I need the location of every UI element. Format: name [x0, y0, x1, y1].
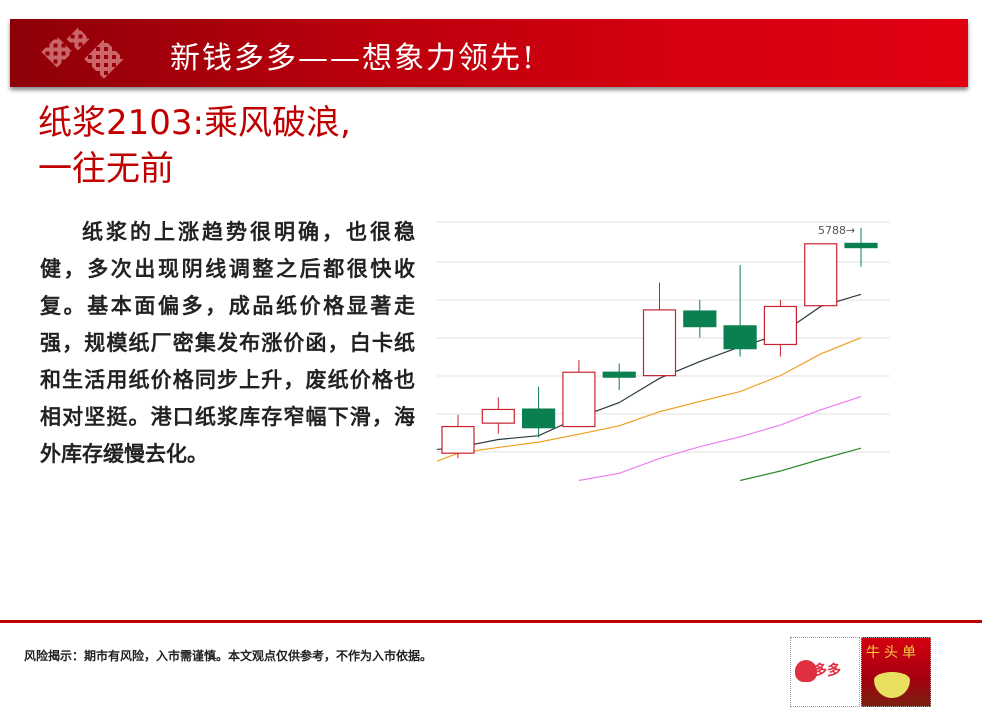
- candle-body: [562, 371, 596, 428]
- logo1-text: 钱多多: [799, 663, 841, 679]
- divider: [0, 620, 982, 623]
- slide-title: 纸浆2103:乘风破浪, 一往无前: [38, 100, 351, 192]
- candle-body: [602, 371, 636, 378]
- qianduoduo-logo: 钱多多: [790, 637, 860, 707]
- candle-body: [481, 408, 515, 424]
- candle-body: [763, 305, 797, 346]
- header-banner: 新钱多多——想象力领先!: [10, 19, 968, 87]
- knot-logo-icon: [84, 39, 124, 79]
- candle-body: [642, 309, 677, 377]
- bull-head-icon: [874, 672, 910, 698]
- moving-average-line: [739, 447, 862, 482]
- moving-average-line: [578, 395, 862, 482]
- slide-body-text: 纸浆的上涨趋势很明确，也很稳健，多次出现阴线调整之后都很快收复。基本面偏多，成品…: [40, 219, 415, 466]
- slide-title-line2: 一往无前: [38, 149, 174, 189]
- candle-body: [683, 310, 717, 328]
- logo2-text: 牛头单: [866, 645, 920, 661]
- slide-title-line1: 纸浆2103:乘风破浪,: [38, 103, 351, 143]
- candlestick-chart: 5788→: [436, 221, 890, 482]
- candle-body: [723, 325, 757, 350]
- risk-notice: 风险揭示：期市有风险，入市需谨慎。本文观点仅供参考，不作为入市依据。: [24, 649, 433, 663]
- knot-logo-icon: [66, 27, 90, 51]
- moving-average-line: [436, 337, 862, 462]
- candle-body: [844, 242, 878, 249]
- niutoudan-logo: 牛头单: [861, 637, 931, 707]
- header-title: 新钱多多——想象力领先!: [170, 41, 537, 76]
- last-price-label: 5788→: [818, 224, 855, 237]
- candle-body: [521, 408, 556, 429]
- candle-body: [441, 425, 475, 454]
- candle-body: [804, 243, 838, 307]
- heart-icon: [795, 660, 817, 682]
